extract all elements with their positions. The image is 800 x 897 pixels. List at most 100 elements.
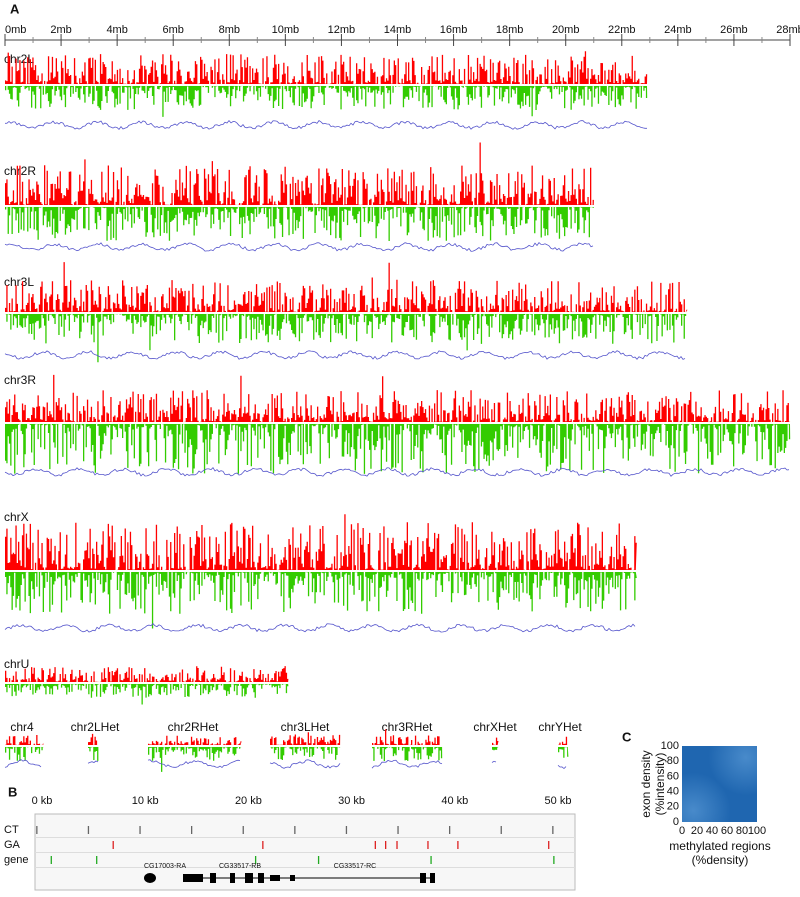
up-signal [492, 737, 499, 745]
ruler-label: 24mb [664, 24, 692, 36]
chromosome-label: chr2L [4, 52, 34, 66]
x-axis-title: methylated regions [669, 839, 770, 853]
kb-label: 30 kb [338, 795, 365, 807]
kb-label: 50 kb [545, 795, 572, 807]
up-signal [5, 374, 791, 422]
kb-label: 0 kb [32, 795, 53, 807]
ruler-label: 4mb [106, 24, 127, 36]
chromosome-label: chrXHet [473, 720, 517, 734]
x-tick-label: 20 [691, 825, 703, 837]
x-tick-label: 0 [679, 825, 685, 837]
line-signal [87, 760, 99, 764]
ruler-label: 20mb [552, 24, 580, 36]
up-signal [5, 142, 594, 205]
ruler-label: 28mb [776, 24, 800, 36]
up-signal [558, 736, 569, 745]
exon [210, 873, 216, 883]
line-signal [371, 759, 443, 769]
x-axis-title: (%density) [692, 853, 749, 867]
chromosome-label: chr3L [4, 275, 34, 289]
y-tick-label: 80 [667, 755, 679, 767]
exon [245, 873, 253, 883]
ruler-label: 16mb [440, 24, 468, 36]
ruler-label: 18mb [496, 24, 524, 36]
ruler-label: 8mb [219, 24, 240, 36]
line-signal [557, 764, 567, 770]
kb-label: 40 kb [441, 795, 468, 807]
line-signal [4, 759, 42, 768]
ruler-label: 2mb [50, 24, 71, 36]
ruler-label: 26mb [720, 24, 748, 36]
ruler-label: 0mb [5, 24, 26, 36]
line-signal [269, 759, 341, 769]
up-signal [372, 729, 443, 745]
down-signal [5, 747, 44, 761]
chromosome-label: chr3LHet [281, 720, 330, 734]
down-signal [372, 747, 443, 761]
line-signal [4, 241, 594, 252]
up-signal [88, 733, 99, 745]
exon [430, 873, 435, 883]
exon [230, 873, 235, 883]
chromosome-label: chr2LHet [71, 720, 120, 734]
exon [270, 875, 280, 881]
y-tick-label: 20 [667, 801, 679, 813]
chromosome-label: chr2RHet [168, 720, 219, 734]
chromosome-label: chrU [4, 657, 29, 671]
exon [290, 875, 295, 881]
line-signal [491, 760, 497, 763]
up-signal [5, 666, 289, 682]
chromosome-label: chr4 [10, 720, 34, 734]
line-signal [4, 350, 686, 360]
exon [420, 873, 426, 883]
down-signal [558, 747, 569, 758]
y-axis-title: (%intensity) [653, 753, 667, 816]
track-label: gene [4, 854, 28, 866]
up-signal [5, 51, 648, 84]
y-tick-label: 0 [673, 816, 679, 828]
x-tick-label: 60 [721, 825, 733, 837]
down-signal [88, 747, 99, 761]
down-signal [5, 684, 289, 705]
down-signal [5, 207, 594, 241]
down-signal [5, 424, 791, 474]
line-signal [4, 119, 647, 131]
chromosome-label: chrYHet [538, 720, 582, 734]
down-signal [492, 747, 499, 751]
track-label: GA [4, 839, 21, 851]
x-tick-label: 100 [748, 825, 766, 837]
gene-name: CG33517-RB [219, 863, 261, 870]
exon [183, 874, 203, 882]
down-signal [148, 747, 242, 772]
x-tick-label: 80 [736, 825, 748, 837]
up-signal [5, 735, 44, 745]
line-signal [147, 759, 241, 769]
chromosome-label: chrX [4, 510, 29, 524]
up-signal [5, 262, 688, 312]
ruler-label: 12mb [328, 24, 356, 36]
line-signal [4, 623, 636, 633]
y-tick-label: 100 [661, 740, 679, 752]
ruler-label: 10mb [272, 24, 300, 36]
up-signal [148, 735, 242, 745]
chromosome-label: chr3RHet [382, 720, 433, 734]
panel-label: A [10, 1, 20, 16]
down-signal [5, 314, 688, 363]
down-signal [5, 572, 637, 629]
chromosome-label: chr3R [4, 373, 36, 387]
y-tick-label: 40 [667, 786, 679, 798]
y-tick-label: 60 [667, 770, 679, 782]
line-signal [4, 467, 790, 477]
y-axis-title: exon density [639, 750, 653, 817]
down-signal [5, 86, 648, 117]
ruler-label: 6mb [163, 24, 184, 36]
gene-name: CG33517-RC [334, 863, 376, 870]
kb-label: 10 kb [132, 795, 159, 807]
kb-label: 20 kb [235, 795, 262, 807]
exon [258, 873, 264, 883]
density-highlight [682, 746, 757, 822]
gene-name: CG17003-RA [144, 863, 186, 870]
ruler-label: 14mb [384, 24, 412, 36]
track-label: CT [4, 824, 19, 836]
